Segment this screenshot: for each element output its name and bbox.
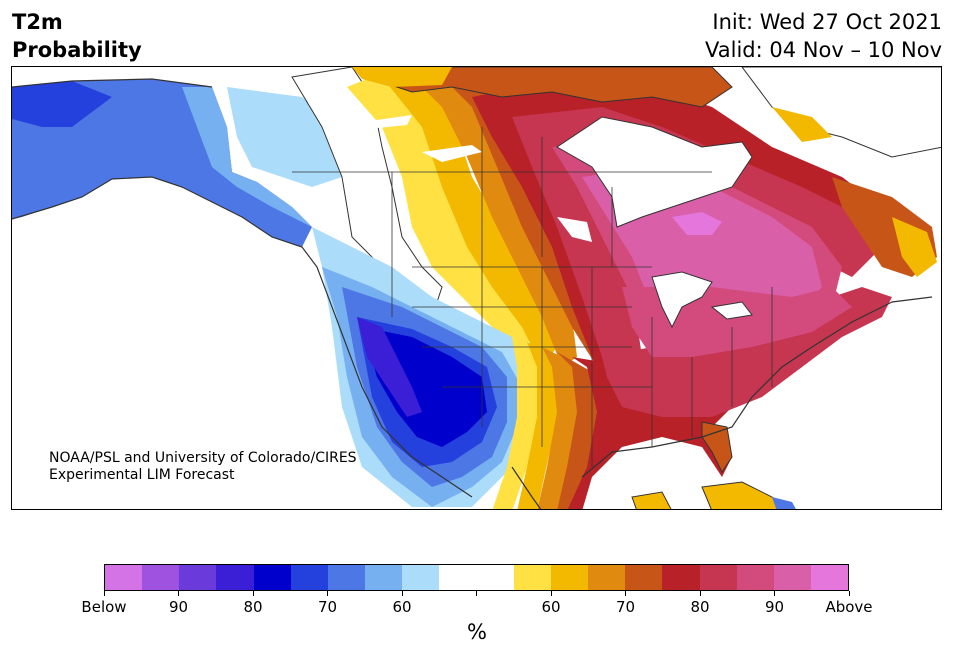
water-canadian-lakes bbox=[362, 115, 592, 242]
land-caribbean-blue bbox=[772, 497, 796, 509]
colorbar-tick bbox=[401, 591, 403, 596]
colorbar-label: 70 bbox=[615, 598, 636, 616]
water-great-lakes bbox=[651, 271, 753, 329]
colorbar bbox=[104, 564, 849, 591]
colorbar-label: 90 bbox=[168, 598, 189, 616]
colorbar-label: 60 bbox=[541, 598, 561, 616]
colorbar-segment bbox=[588, 565, 626, 590]
colorbar-tick bbox=[178, 591, 179, 596]
credit-text: NOAA/PSL and University of Colorado/CIRE… bbox=[49, 450, 357, 484]
colorbar-segment bbox=[736, 565, 774, 590]
colorbar-label: 90 bbox=[764, 598, 785, 616]
colorbar-tick bbox=[550, 591, 552, 596]
colorbar-label: 80 bbox=[690, 598, 710, 616]
map-title: T2m Probability bbox=[12, 8, 142, 64]
title-type: Probability bbox=[12, 38, 142, 62]
credit-line-1: NOAA/PSL and University of Colorado/CIRE… bbox=[49, 450, 357, 466]
colorbar-segment bbox=[290, 565, 328, 590]
land-caribbean-gold bbox=[631, 491, 672, 509]
land-labrador-gold bbox=[892, 217, 937, 277]
colorbar-segment bbox=[402, 565, 440, 590]
colorbar-tick bbox=[699, 591, 701, 596]
land-greenland bbox=[741, 67, 941, 158]
colorbar-label: 60 bbox=[392, 598, 412, 616]
colorbar-segment bbox=[550, 565, 589, 590]
land-california-indigo bbox=[357, 317, 422, 417]
colorbar-segment bbox=[253, 565, 291, 590]
forecast-dates: Init: Wed 27 Oct 2021 Valid: 04 Nov – 10… bbox=[705, 8, 942, 64]
land-alaska-darkblue bbox=[12, 81, 112, 127]
colorbar-ticks bbox=[103, 591, 850, 597]
land-alaska-lightblue bbox=[182, 87, 312, 227]
land-central-us-yellow bbox=[492, 337, 547, 509]
colorbar-segment bbox=[662, 565, 700, 590]
colorbar-tick bbox=[625, 591, 626, 596]
colorbar-segment bbox=[179, 565, 217, 590]
colorbar-label: Below bbox=[81, 598, 127, 616]
colorbar-tick bbox=[252, 591, 254, 596]
land-arctic-islands bbox=[361, 67, 733, 108]
colorbar-segment bbox=[625, 565, 663, 590]
land-yukon-paleblue bbox=[227, 87, 357, 187]
colorbar-segment bbox=[216, 565, 254, 590]
colorbar-segment bbox=[105, 565, 143, 590]
land-arctic-gold bbox=[352, 67, 452, 87]
colorbar-tick bbox=[327, 591, 328, 596]
land-greenland-orange bbox=[772, 107, 832, 142]
colorbar-label: 70 bbox=[317, 598, 338, 616]
colorbar-segment bbox=[365, 565, 403, 590]
colorbar-segment bbox=[773, 565, 811, 590]
colorbar-label: 80 bbox=[243, 598, 263, 616]
colorbar-tick bbox=[774, 591, 775, 596]
colorbar-segment bbox=[142, 565, 180, 590]
land-canada-yellow bbox=[347, 67, 532, 357]
colorbar-segment bbox=[476, 565, 514, 590]
colorbar-label: Above bbox=[825, 598, 873, 616]
init-date: Init: Wed 27 Oct 2021 bbox=[712, 10, 942, 34]
colorbar-tick bbox=[476, 591, 477, 596]
land-canada-gold bbox=[382, 67, 557, 367]
colorbar-segment bbox=[513, 565, 551, 590]
colorbar-units: % bbox=[467, 620, 487, 644]
probability-map bbox=[11, 66, 942, 510]
colorbar-segment bbox=[810, 565, 849, 590]
colorbar-segment bbox=[699, 565, 737, 590]
land-central-us-darkorange bbox=[557, 352, 602, 509]
map-canvas bbox=[12, 67, 941, 509]
valid-range: Valid: 04 Nov – 10 Nov bbox=[705, 38, 942, 62]
title-variable: T2m bbox=[12, 10, 63, 34]
colorbar-tick bbox=[103, 591, 105, 596]
political-borders bbox=[292, 127, 773, 467]
credit-line-2: Experimental LIM Forecast bbox=[49, 467, 235, 483]
land-canada-orange bbox=[412, 67, 577, 367]
land-central-us-gold bbox=[517, 342, 562, 509]
land-alaska-blue bbox=[12, 79, 312, 247]
land-hudson-pink bbox=[672, 212, 722, 235]
coastlines bbox=[12, 78, 933, 509]
land-central-us-orange bbox=[537, 347, 582, 509]
colorbar-segment bbox=[327, 565, 366, 590]
colorbar-tick bbox=[848, 591, 850, 596]
colorbar-segment bbox=[439, 565, 477, 590]
